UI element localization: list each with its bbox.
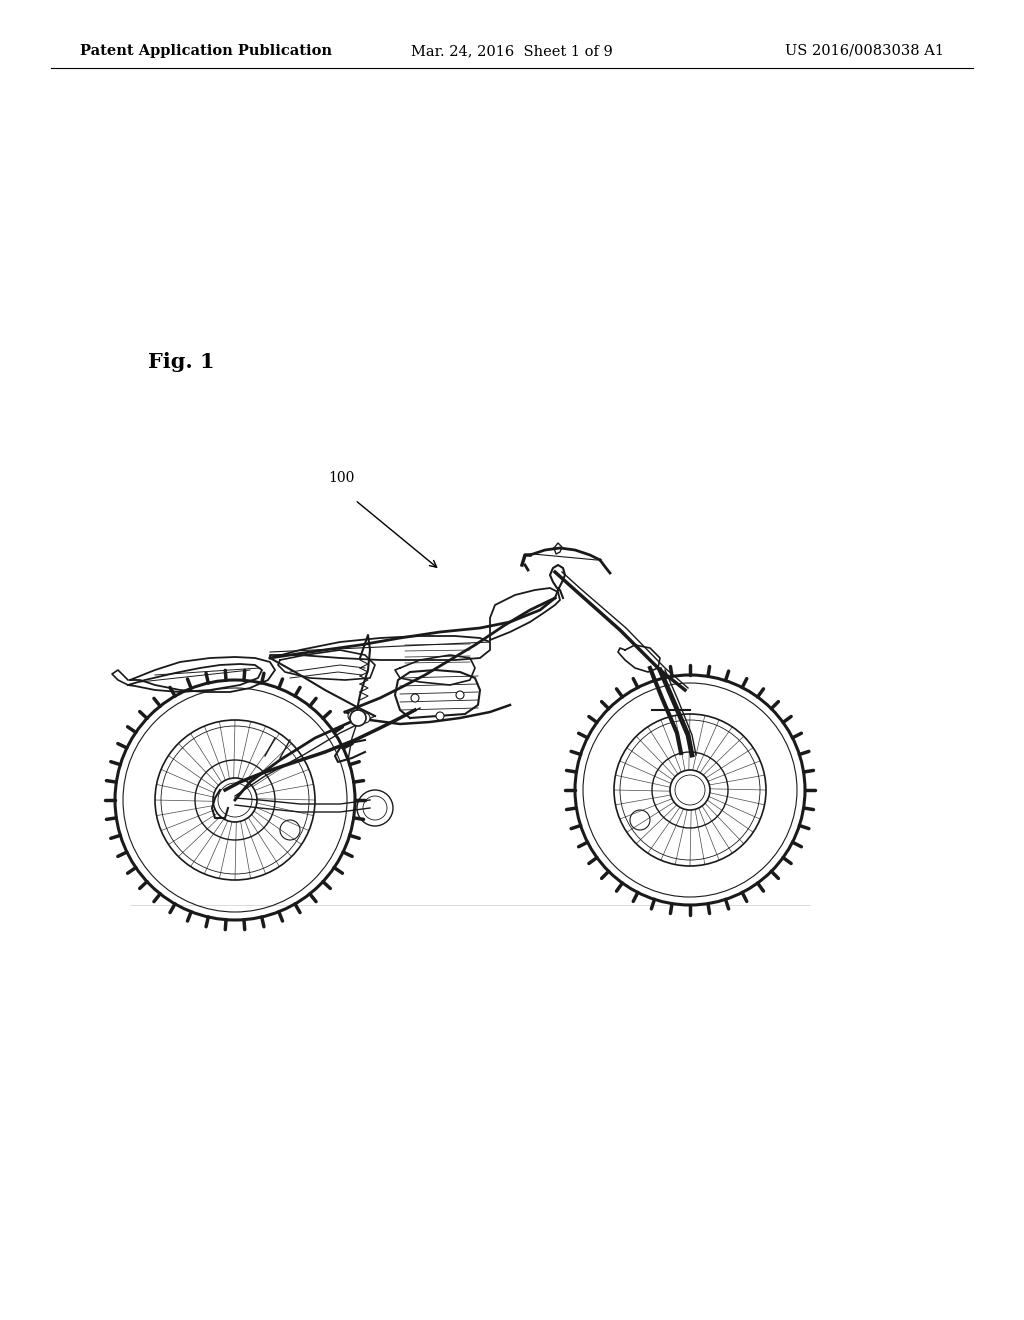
Circle shape bbox=[360, 713, 370, 723]
Text: Fig. 1: Fig. 1 bbox=[148, 352, 215, 372]
Circle shape bbox=[436, 711, 444, 719]
Text: US 2016/0083038 A1: US 2016/0083038 A1 bbox=[785, 44, 944, 58]
Circle shape bbox=[411, 694, 419, 702]
Text: Mar. 24, 2016  Sheet 1 of 9: Mar. 24, 2016 Sheet 1 of 9 bbox=[411, 44, 613, 58]
Circle shape bbox=[348, 711, 358, 721]
Text: 100: 100 bbox=[328, 471, 354, 484]
Circle shape bbox=[350, 710, 366, 726]
Circle shape bbox=[456, 690, 464, 700]
Text: Patent Application Publication: Patent Application Publication bbox=[80, 44, 332, 58]
